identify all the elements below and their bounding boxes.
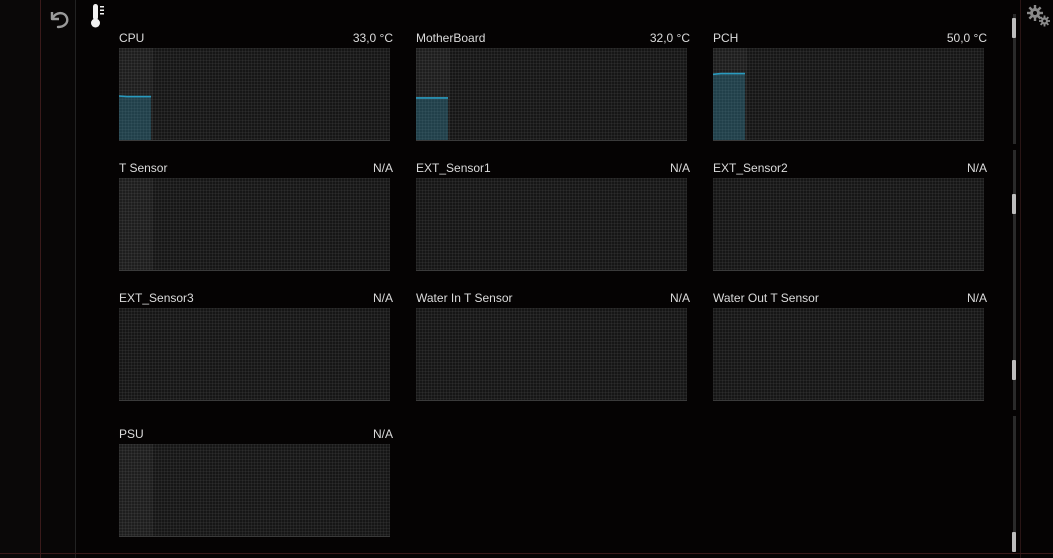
undo-arrow-icon[interactable]	[47, 8, 71, 30]
sensor-name: CPU	[119, 31, 145, 45]
sensor-name: EXT_Sensor1	[416, 161, 491, 175]
sensor-value: N/A	[372, 291, 393, 305]
temperature-graph	[119, 48, 390, 141]
sensor-value: N/A	[966, 161, 987, 175]
sensor-name: PSU	[119, 427, 144, 441]
scrollbar-thumb[interactable]	[1012, 18, 1016, 38]
sensor-name: T Sensor	[119, 161, 168, 175]
scrollbar-thumb[interactable]	[1012, 532, 1016, 552]
gears-icon[interactable]	[1026, 4, 1052, 28]
sensor-value: N/A	[669, 291, 690, 305]
sensor-value: N/A	[966, 291, 987, 305]
temperature-area	[119, 96, 151, 140]
scrollbar-thumb[interactable]	[1012, 194, 1016, 214]
thermometer-icon	[89, 3, 107, 29]
temperature-graph	[713, 178, 984, 271]
sensor-name: Water In T Sensor	[416, 291, 513, 305]
sensor-value: N/A	[669, 161, 690, 175]
temperature-line	[713, 72, 745, 76]
navigation-column	[41, 0, 76, 558]
temperature-graph	[416, 308, 687, 401]
sensor-value: 32,0 °C	[649, 31, 690, 45]
temperature-graph	[416, 178, 687, 271]
temperature-trace	[119, 95, 151, 140]
scrollbar-thumb[interactable]	[1012, 360, 1016, 380]
sensor-name: MotherBoard	[416, 31, 486, 45]
temperature-graph	[713, 48, 984, 141]
temperature-trace	[416, 97, 448, 140]
left-panel-strip	[0, 0, 41, 558]
temperature-graph	[416, 48, 687, 141]
temperature-line	[119, 95, 151, 98]
sensor-value: N/A	[372, 161, 393, 175]
temperature-graph	[713, 308, 984, 401]
temperature-graph	[119, 444, 390, 537]
sensor-value: N/A	[372, 427, 393, 441]
sensor-name: EXT_Sensor3	[119, 291, 194, 305]
sensor-value: 33,0 °C	[352, 31, 393, 45]
temperature-area	[713, 73, 745, 140]
vertical-scrollbar[interactable]	[1011, 14, 1017, 554]
bottom-border	[0, 553, 1053, 554]
sensor-name: EXT_Sensor2	[713, 161, 788, 175]
temperature-area	[416, 97, 448, 140]
sensor-name: PCH	[713, 31, 739, 45]
temperature-graph	[119, 178, 390, 271]
right-panel-strip	[1020, 0, 1053, 558]
sensor-name: Water Out T Sensor	[713, 291, 819, 305]
temperature-graph	[119, 308, 390, 401]
sensor-value: 50,0 °C	[946, 31, 987, 45]
temperature-trace	[713, 72, 745, 140]
